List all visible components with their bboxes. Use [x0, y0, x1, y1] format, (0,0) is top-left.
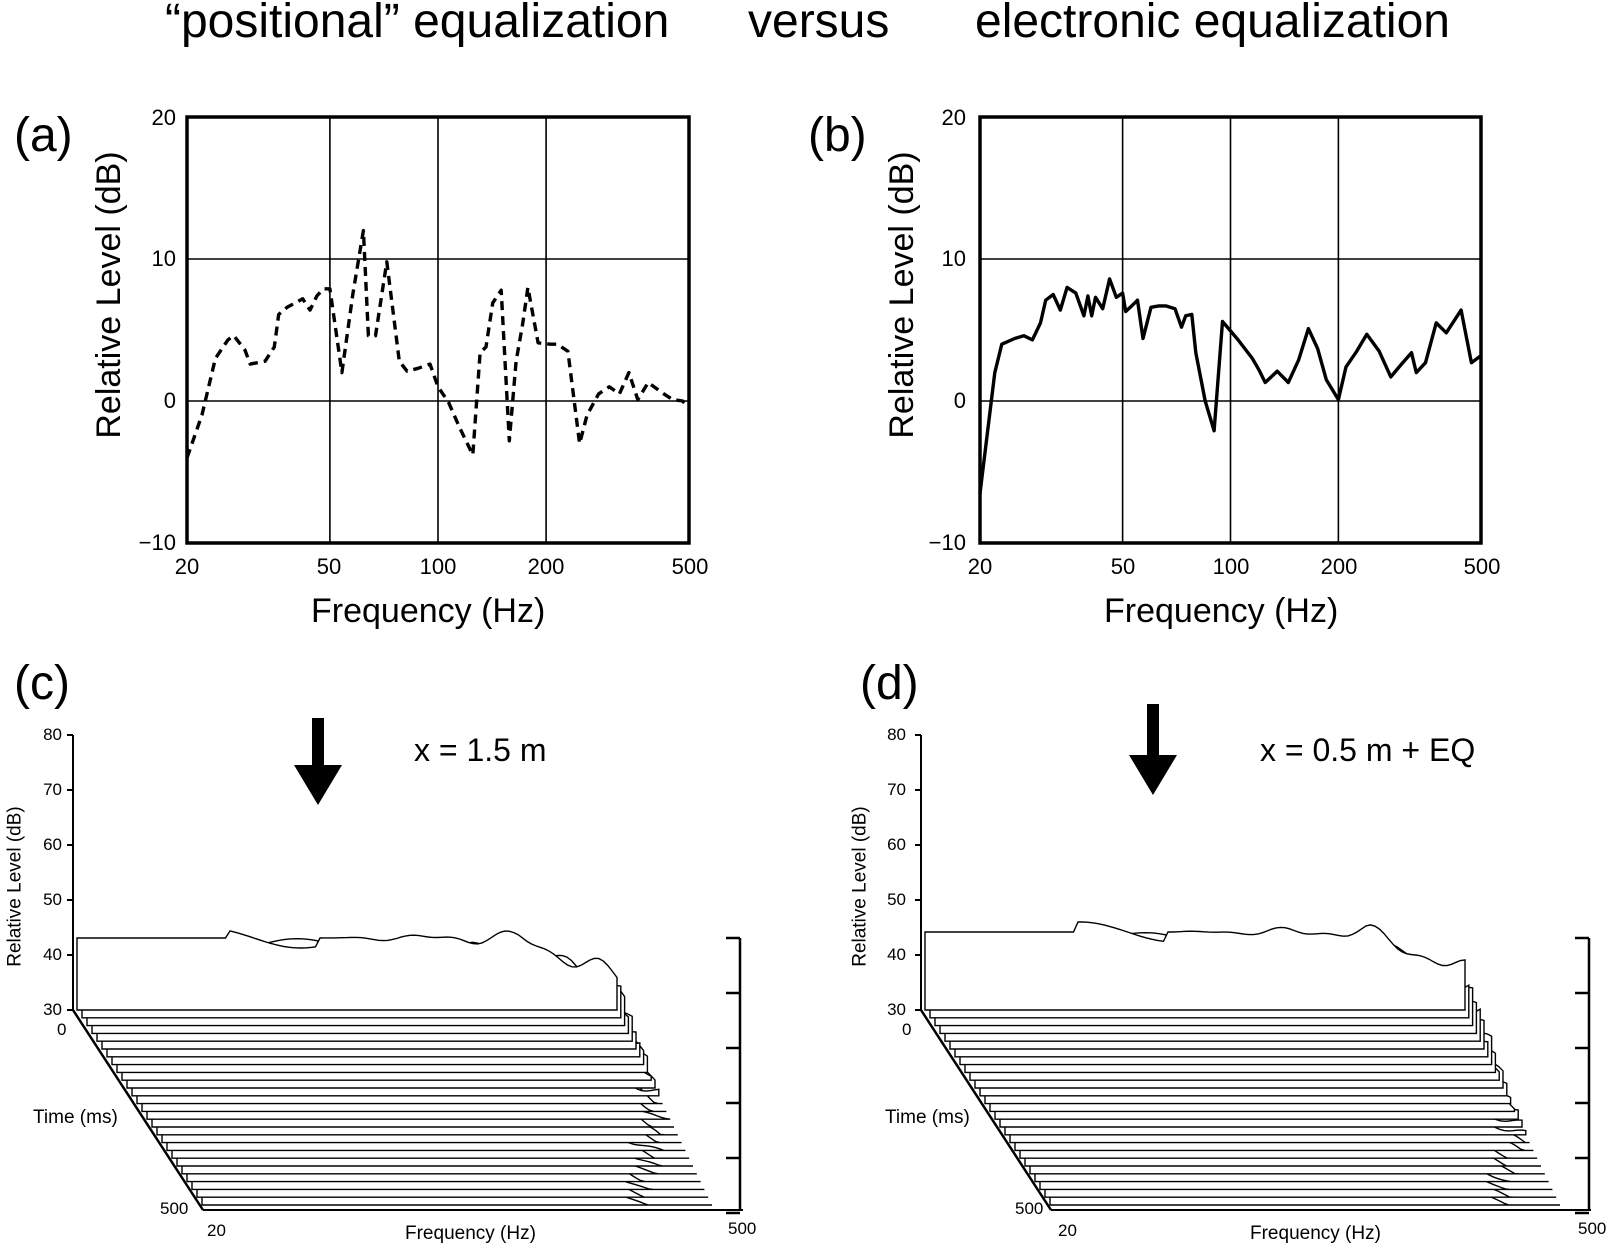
y-tick-d-70: 70 [887, 780, 906, 799]
y-tick-d-30: 30 [887, 1000, 906, 1019]
x-tick-b-500: 500 [1463, 554, 1501, 579]
y-tick-c-50: 50 [43, 890, 62, 909]
z-axis-label-c: Time (ms) [33, 1107, 118, 1128]
x-axis-label-c: Frequency (Hz) [405, 1223, 536, 1244]
y-tick-c-30: 30 [43, 1000, 62, 1019]
waterfall-slices [76, 930, 712, 1206]
z-tick-c-0: 0 [57, 1020, 67, 1039]
y-tick-a-0: 0 [163, 388, 176, 413]
y-tick-d-80: 80 [887, 725, 906, 744]
y-tick-b-20: 20 [941, 105, 966, 130]
x-tick-b-200: 200 [1320, 554, 1358, 579]
waterfall-slices [924, 921, 1560, 1206]
series-line [978, 277, 1483, 494]
panel-label-d: (d) [860, 657, 919, 710]
waterfall-slice [924, 921, 1466, 1011]
arrow-head [1129, 755, 1177, 795]
plot-frame [185, 115, 691, 545]
x-tick-a-200: 200 [527, 554, 565, 579]
x-axis-label-b: Frequency (Hz) [1104, 592, 1339, 630]
x-tick-c-20: 20 [207, 1221, 226, 1240]
x-axis-label-d: Frequency (Hz) [1250, 1223, 1381, 1244]
x-tick-a-50: 50 [316, 554, 342, 579]
y-tick-a-neg10: −10 [138, 530, 176, 555]
time-axis [71, 1009, 205, 1211]
y-tick-c-70: 70 [43, 780, 62, 799]
x-tick-b-50: 50 [1110, 554, 1136, 579]
x-tick-c-500: 500 [728, 1219, 757, 1238]
z-tick-c-500: 500 [160, 1199, 189, 1218]
x-tick-d-20: 20 [1058, 1221, 1077, 1240]
y-tick-c-40: 40 [43, 945, 62, 964]
z-tick-d-500: 500 [1015, 1199, 1044, 1218]
series-line [185, 228, 691, 459]
y-tick-d-60: 60 [887, 835, 906, 854]
y-tick-a-10: 10 [151, 246, 176, 271]
x-axis-label-a: Frequency (Hz) [311, 592, 546, 630]
arrow-head [294, 765, 342, 805]
y-tick-b-0: 0 [953, 388, 966, 413]
panel-label-b: (b) [808, 109, 867, 162]
y-tick-b-neg10: −10 [928, 530, 966, 555]
header-middle: versus [748, 0, 890, 48]
y-tick-d-50: 50 [887, 890, 906, 909]
y-tick-c-80: 80 [43, 725, 62, 744]
y-tick-d-40: 40 [887, 945, 906, 964]
panel-label-c: (c) [14, 657, 70, 710]
annotation-c: x = 1.5 m [414, 732, 547, 768]
header-left: “positional” equalization [165, 0, 670, 48]
annotation-d: x = 0.5 m + EQ [1260, 732, 1476, 768]
header-right: electronic equalization [975, 0, 1450, 48]
x-tick-a-100: 100 [419, 554, 457, 579]
x-tick-a-500: 500 [671, 554, 709, 579]
y-tick-b-10: 10 [941, 246, 966, 271]
waterfall-slice [76, 930, 618, 1011]
x-tick-b-20: 20 [967, 554, 993, 579]
x-tick-a-20: 20 [174, 554, 200, 579]
plot-frame [978, 115, 1483, 545]
z-tick-d-0: 0 [902, 1020, 912, 1039]
z-axis-label-d: Time (ms) [885, 1107, 970, 1128]
panel-label-a: (a) [14, 109, 73, 162]
x-tick-d-500: 500 [1578, 1219, 1607, 1238]
time-axis [919, 1009, 1053, 1211]
y-tick-c-60: 60 [43, 835, 62, 854]
x-tick-b-100: 100 [1212, 554, 1250, 579]
y-tick-a-20: 20 [151, 105, 176, 130]
